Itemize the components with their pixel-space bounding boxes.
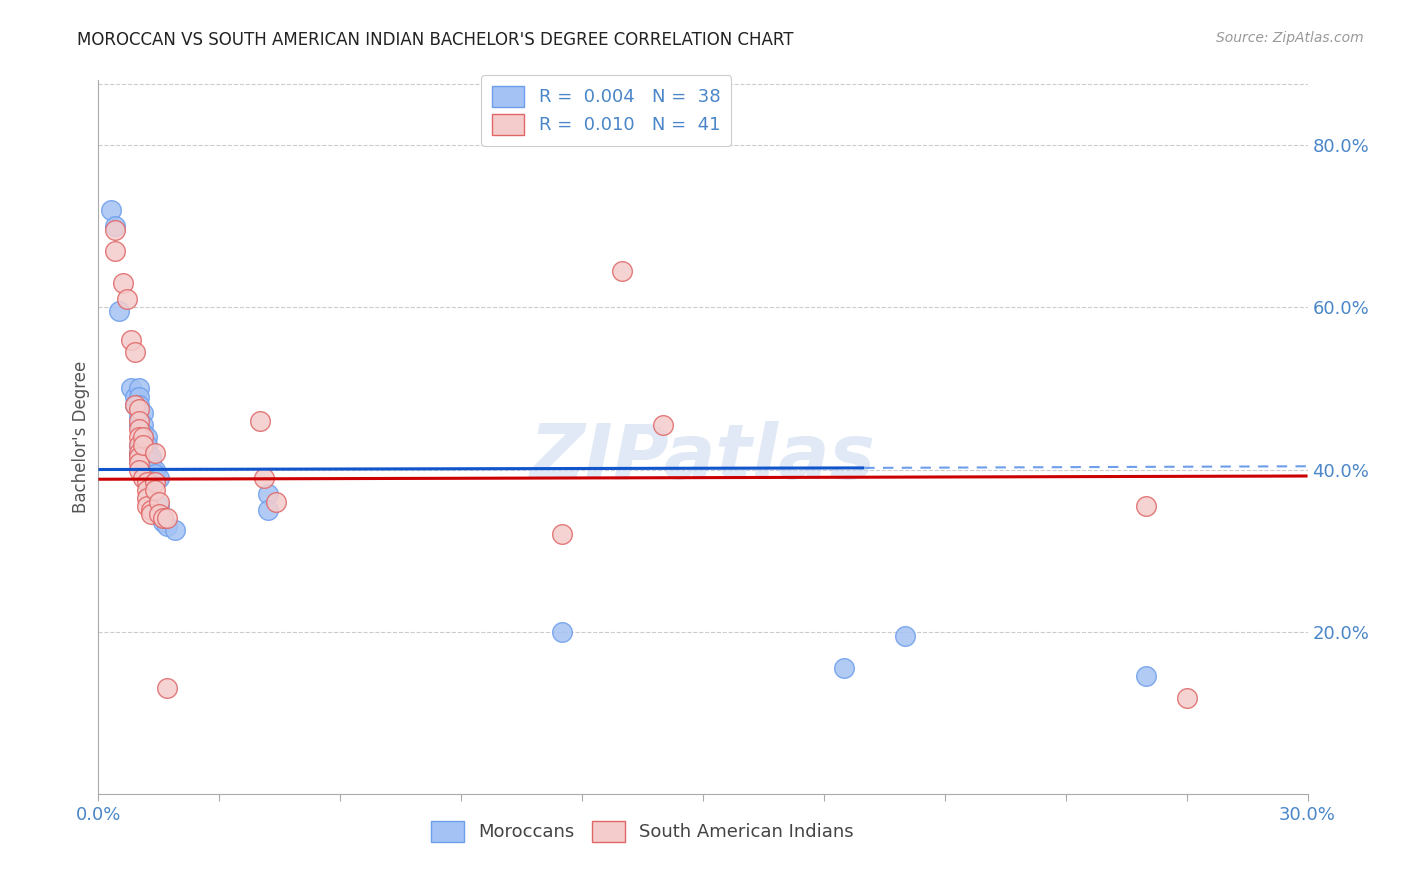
Point — [115, 292, 138, 306]
Point — [156, 511, 179, 525]
Point — [100, 202, 122, 217]
Point — [103, 219, 125, 234]
Point — [143, 483, 166, 497]
Point — [128, 409, 150, 424]
Point — [143, 446, 166, 460]
Point — [143, 462, 166, 476]
Point — [1135, 499, 1157, 513]
Y-axis label: Bachelor's Degree: Bachelor's Degree — [72, 361, 90, 513]
Text: Source: ZipAtlas.com: Source: ZipAtlas.com — [1216, 31, 1364, 45]
Point — [163, 524, 186, 538]
Point — [103, 223, 125, 237]
Point — [651, 417, 673, 432]
Point — [148, 499, 170, 513]
Point — [612, 264, 634, 278]
Point — [256, 487, 278, 501]
Point — [256, 503, 278, 517]
Point — [132, 417, 155, 432]
Point — [156, 681, 179, 696]
Point — [249, 414, 271, 428]
Point — [551, 624, 574, 639]
Point — [132, 438, 155, 452]
Point — [132, 470, 155, 484]
Point — [135, 499, 157, 513]
Point — [128, 446, 150, 460]
Point — [139, 507, 162, 521]
Point — [124, 398, 146, 412]
Point — [128, 446, 150, 460]
Point — [1135, 669, 1157, 683]
Point — [264, 495, 287, 509]
Point — [128, 417, 150, 432]
Point — [132, 430, 155, 444]
Point — [128, 422, 150, 436]
Point — [148, 495, 170, 509]
Point — [128, 456, 150, 470]
Point — [135, 430, 157, 444]
Point — [128, 381, 150, 395]
Point — [128, 450, 150, 465]
Point — [143, 475, 166, 489]
Point — [143, 470, 166, 484]
Point — [132, 425, 155, 440]
Point — [120, 333, 142, 347]
Point — [124, 345, 146, 359]
Point — [148, 507, 170, 521]
Point — [135, 483, 157, 497]
Point — [128, 401, 150, 416]
Point — [111, 276, 134, 290]
Point — [253, 470, 276, 484]
Point — [135, 491, 157, 505]
Point — [120, 381, 142, 395]
Point — [135, 438, 157, 452]
Point — [139, 503, 162, 517]
Point — [893, 629, 915, 643]
Legend: Moroccans, South American Indians: Moroccans, South American Indians — [425, 814, 860, 849]
Point — [132, 406, 155, 420]
Point — [128, 438, 150, 452]
Point — [152, 515, 174, 529]
Point — [128, 430, 150, 444]
Point — [107, 304, 129, 318]
Point — [135, 446, 157, 460]
Point — [139, 454, 162, 468]
Point — [148, 470, 170, 484]
Text: MOROCCAN VS SOUTH AMERICAN INDIAN BACHELOR'S DEGREE CORRELATION CHART: MOROCCAN VS SOUTH AMERICAN INDIAN BACHEL… — [77, 31, 794, 49]
Point — [832, 661, 855, 675]
Point — [128, 450, 150, 465]
Point — [143, 467, 166, 481]
Point — [128, 462, 150, 476]
Text: ZIPatlas: ZIPatlas — [530, 422, 876, 495]
Point — [156, 519, 179, 533]
Point — [103, 244, 125, 258]
Point — [128, 390, 150, 404]
Point — [139, 450, 162, 465]
Point — [135, 475, 157, 489]
Point — [152, 511, 174, 525]
Point — [128, 414, 150, 428]
Point — [551, 527, 574, 541]
Point — [1175, 691, 1198, 706]
Point — [124, 398, 146, 412]
Point — [148, 507, 170, 521]
Point — [124, 390, 146, 404]
Point — [128, 438, 150, 452]
Point — [128, 398, 150, 412]
Point — [152, 511, 174, 525]
